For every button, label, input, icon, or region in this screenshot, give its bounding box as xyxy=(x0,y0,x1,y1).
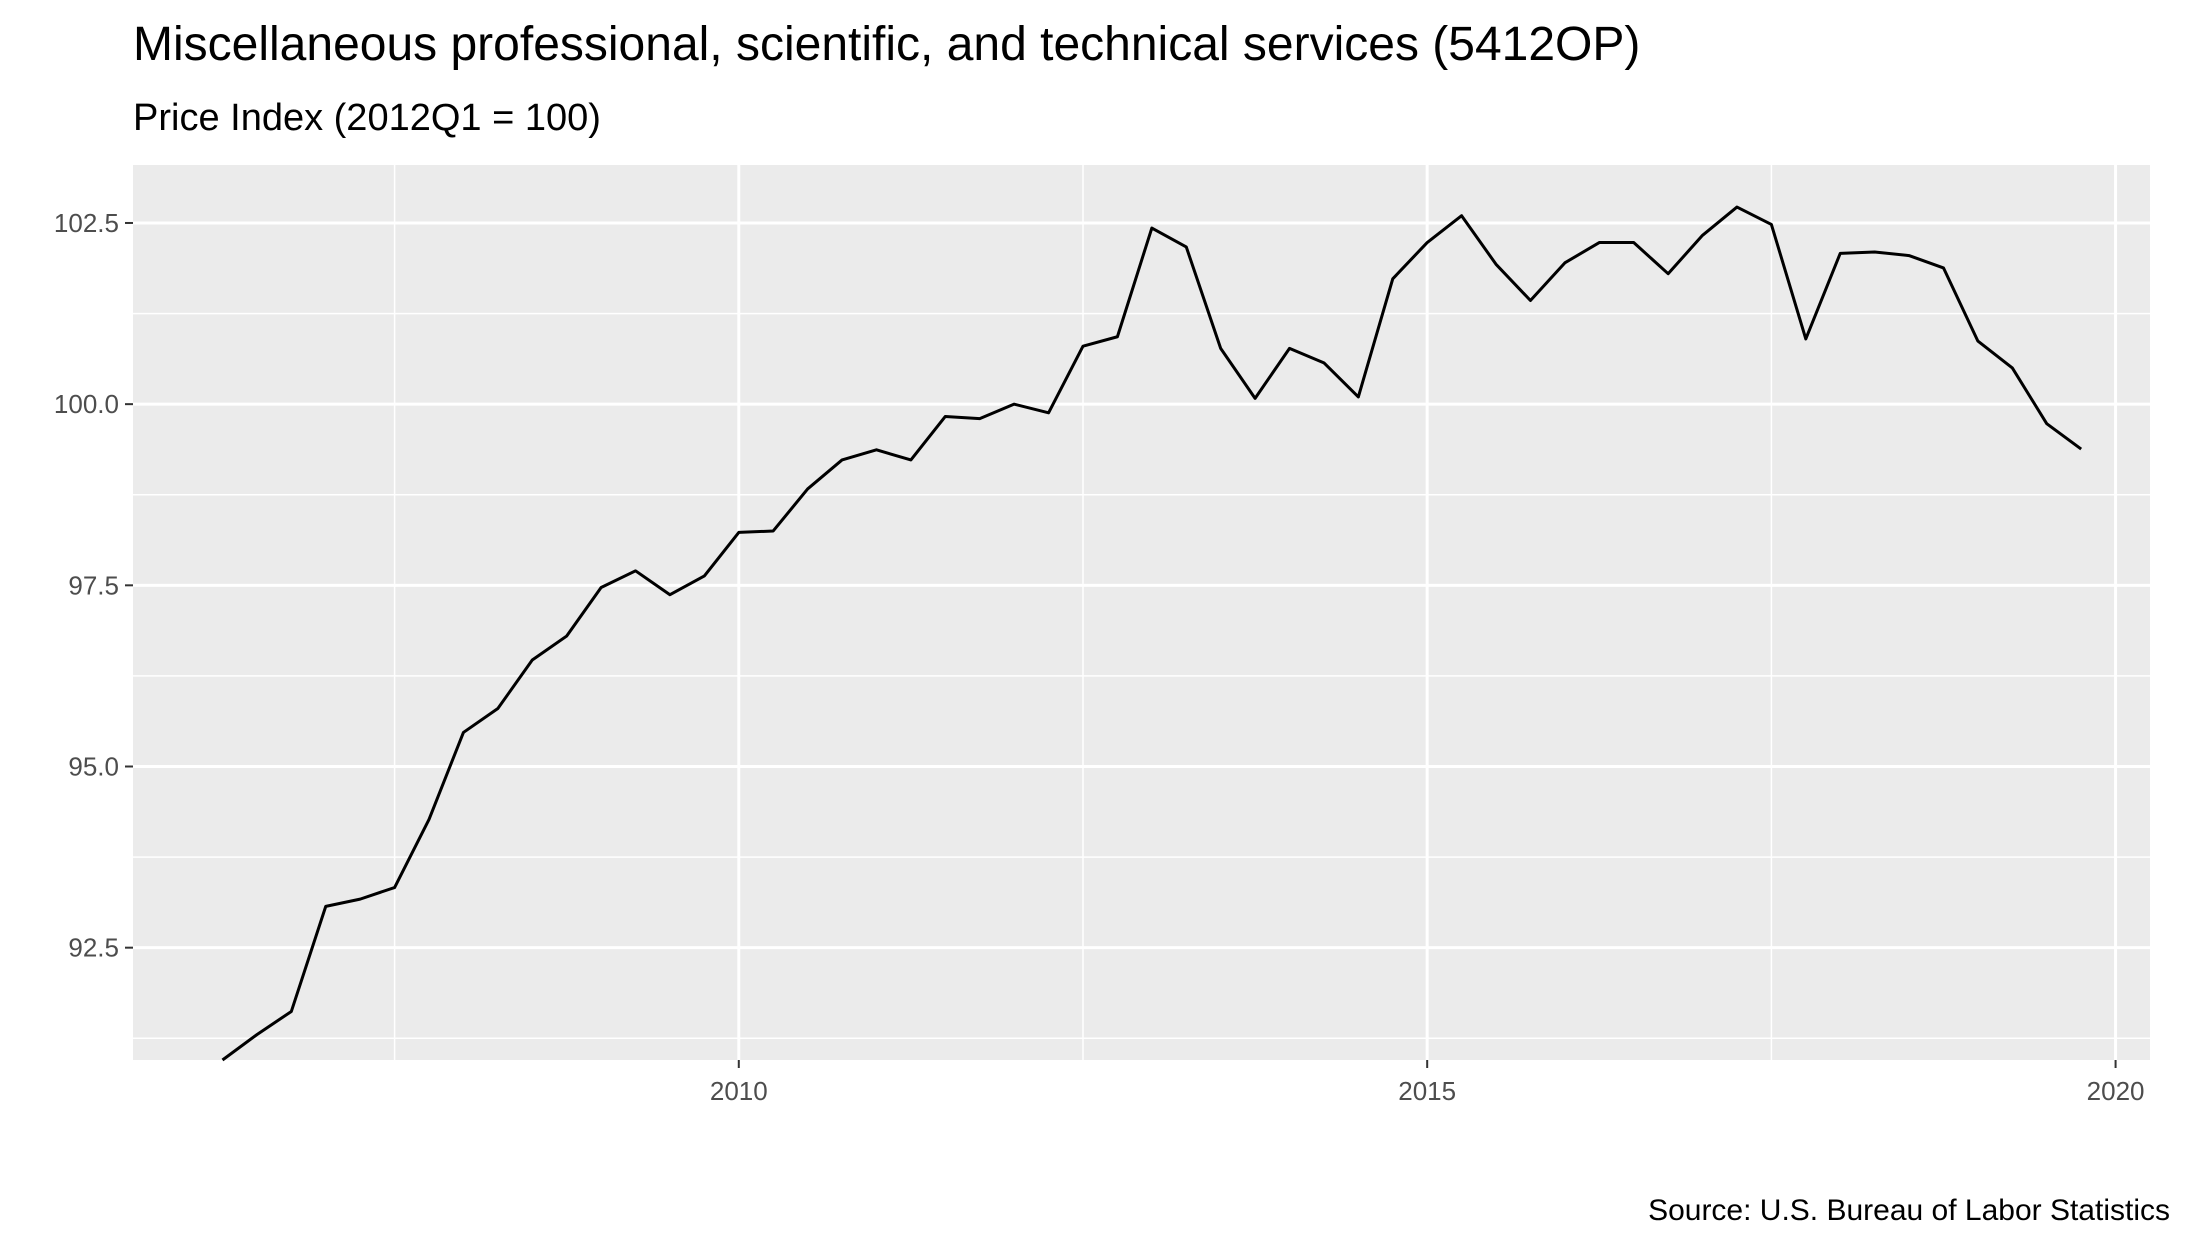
series-line xyxy=(221,205,2083,1062)
chart-title: Miscellaneous professional, scientific, … xyxy=(133,18,1640,71)
y-tick-label: 92.5 xyxy=(68,933,119,963)
x-axis: 2010 2015 2020 xyxy=(710,1060,2145,1106)
x-tick-label: 2015 xyxy=(1398,1076,1456,1106)
chart-subtitle: Price Index (2012Q1 = 100) xyxy=(133,97,601,139)
y-tick-label: 102.5 xyxy=(54,208,119,238)
x-tick-label: 2010 xyxy=(710,1076,768,1106)
plot-panel xyxy=(133,165,2150,1060)
y-tick-label: 95.0 xyxy=(68,751,119,781)
y-axis: 92.5 95.0 97.5 100.0 102.5 xyxy=(54,208,133,963)
x-tick-label: 2020 xyxy=(2087,1076,2145,1106)
y-tick-label: 97.5 xyxy=(68,570,119,600)
major-gridlines xyxy=(133,165,2150,1060)
minor-gridlines xyxy=(133,165,2150,1060)
chart-caption: Source: U.S. Bureau of Labor Statistics xyxy=(1648,1194,2170,1227)
y-tick-label: 100.0 xyxy=(54,389,119,419)
